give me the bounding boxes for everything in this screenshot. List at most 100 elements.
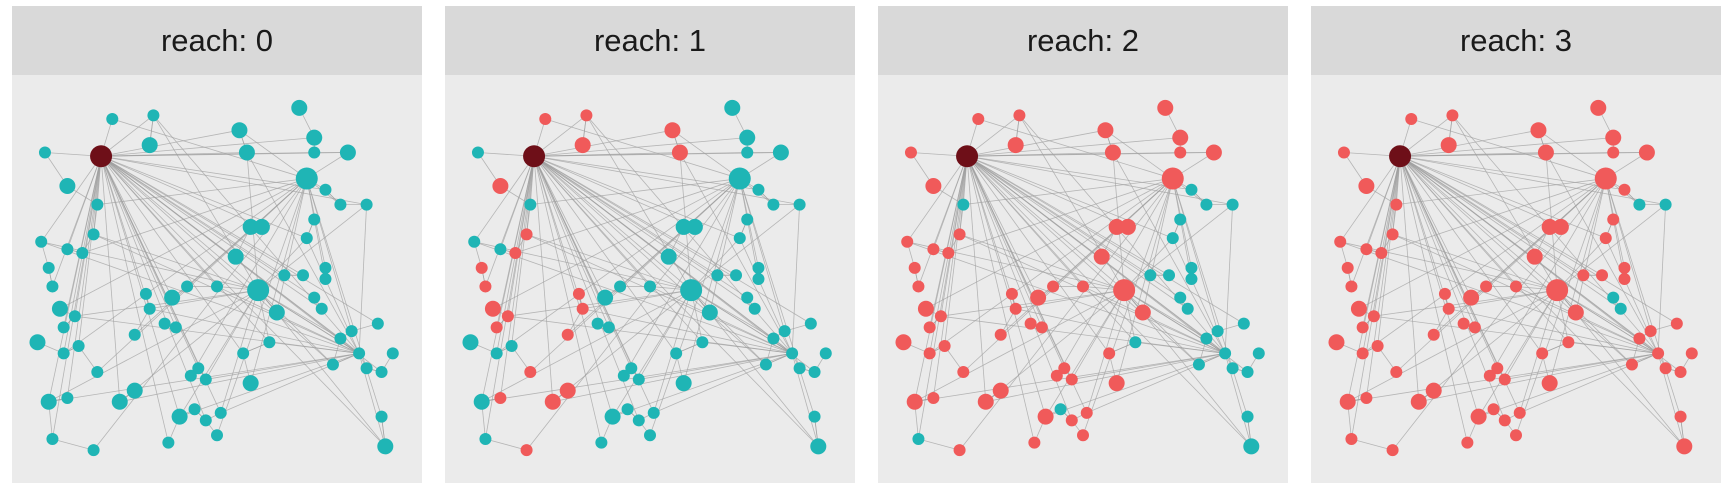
network-node: [1425, 382, 1442, 399]
network-edge: [914, 156, 968, 402]
network-node: [686, 218, 703, 235]
network-edge: [948, 178, 1173, 254]
network-edge: [93, 233, 259, 291]
network-edge: [48, 156, 102, 402]
network-node: [912, 280, 925, 293]
network-edge: [1399, 155, 1603, 276]
network-edge: [93, 233, 360, 354]
network-edge: [500, 156, 535, 399]
network-node: [904, 146, 917, 159]
network-node: [1468, 321, 1481, 334]
network-edge: [100, 156, 173, 298]
network-edge: [149, 308, 360, 354]
network-node: [793, 198, 806, 211]
network-node: [1446, 109, 1459, 122]
network-node: [61, 392, 74, 405]
network-svg: [29, 99, 399, 457]
network-node: [675, 218, 692, 235]
network-node: [360, 362, 373, 375]
network-edge: [1347, 156, 1401, 402]
network-edge: [100, 156, 177, 328]
network-edge: [1399, 155, 1621, 310]
network-node: [1013, 109, 1026, 122]
network-edge: [582, 289, 692, 310]
network-node: [46, 280, 59, 293]
network-node: [211, 280, 223, 293]
network-node: [1226, 198, 1239, 211]
network-node: [1375, 246, 1388, 259]
network-node: [1607, 291, 1620, 304]
network-edge: [966, 155, 1136, 343]
network-node: [1243, 438, 1260, 455]
network-edge: [526, 178, 741, 451]
network-node: [752, 273, 765, 285]
network-edge: [100, 156, 244, 354]
seed-node: [90, 145, 113, 168]
network-node: [1080, 406, 1093, 419]
network-edge: [112, 118, 307, 179]
network-edge: [533, 155, 755, 310]
network-edge: [545, 118, 740, 179]
network-edge: [739, 178, 786, 332]
facet-reach-1: reach: 1: [445, 6, 855, 483]
network-edge: [966, 156, 1017, 309]
network-edge: [1399, 155, 1569, 343]
network-node: [895, 334, 912, 351]
network-edge: [48, 289, 259, 403]
network-node: [501, 310, 514, 323]
network-node: [494, 243, 507, 256]
network-edge: [925, 178, 1173, 310]
network-edge: [1392, 233, 1659, 354]
network-node: [1440, 137, 1457, 154]
network-node: [38, 146, 51, 159]
network-node: [1590, 99, 1607, 116]
network-node: [1339, 393, 1356, 410]
network-edge: [966, 156, 1039, 298]
network-edge: [533, 156, 610, 328]
network-edge: [914, 289, 1125, 403]
network-svg: [1328, 99, 1698, 457]
network-edge: [205, 353, 360, 380]
network-edge: [1399, 156, 1468, 443]
network-edge: [552, 353, 793, 403]
network-node: [767, 198, 780, 211]
network-node: [158, 317, 171, 330]
network-node: [1119, 218, 1136, 235]
network-edge: [918, 156, 968, 287]
network-node: [1065, 373, 1078, 386]
network-edge: [1399, 155, 1666, 205]
network-edge: [683, 178, 741, 384]
network-edge: [966, 155, 1129, 228]
network-node: [1674, 366, 1687, 378]
network-edge: [246, 152, 360, 354]
network-node: [561, 328, 574, 341]
network-node: [1337, 146, 1350, 159]
network-panel: [878, 75, 1288, 483]
network-edge: [1452, 115, 1558, 291]
network-node: [42, 261, 55, 274]
network-node: [977, 393, 994, 410]
network-node: [126, 382, 143, 399]
network-edge: [1392, 178, 1607, 451]
network-edge: [552, 289, 692, 403]
network-node: [57, 321, 70, 334]
network-node: [308, 291, 321, 304]
network-node: [912, 432, 925, 445]
network-node: [1174, 291, 1187, 304]
network-node: [1618, 261, 1631, 274]
network-node: [360, 198, 373, 211]
network-node: [490, 347, 503, 360]
network-node: [1174, 146, 1187, 159]
network-node: [377, 438, 394, 455]
network-edge: [1411, 118, 1606, 179]
network-node: [574, 137, 591, 154]
network-node: [1498, 373, 1511, 386]
network-node: [953, 444, 966, 457]
network-node: [1144, 269, 1157, 282]
network-node: [741, 146, 754, 159]
network-node: [188, 403, 201, 416]
network-edge: [1657, 204, 1666, 354]
network-node: [345, 325, 358, 338]
network-node: [1386, 228, 1399, 241]
network-node: [490, 321, 503, 334]
